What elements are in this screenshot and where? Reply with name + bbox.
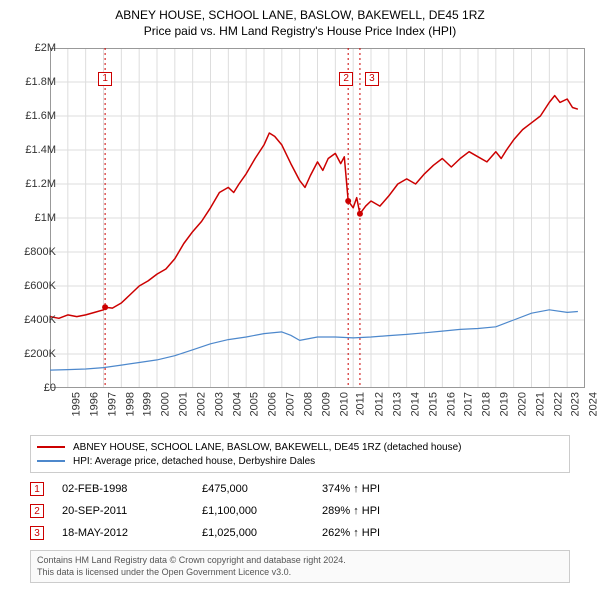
y-tick-label: £2M <box>6 42 56 54</box>
sale-marker-icon: 1 <box>30 482 44 496</box>
x-tick-label: 2000 <box>160 392 172 416</box>
x-tick-label: 2005 <box>249 392 261 416</box>
x-tick-label: 2012 <box>374 392 386 416</box>
x-tick-label: 2006 <box>267 392 279 416</box>
legend-item: ABNEY HOUSE, SCHOOL LANE, BASLOW, BAKEWE… <box>37 440 563 454</box>
chart-title-line2: Price paid vs. HM Land Registry's House … <box>0 22 600 38</box>
footer-line: This data is licensed under the Open Gov… <box>37 567 563 579</box>
sale-price: £1,025,000 <box>202 527 322 539</box>
x-tick-label: 2022 <box>552 392 564 416</box>
x-tick-label: 2015 <box>427 392 439 416</box>
x-tick-label: 2008 <box>302 392 314 416</box>
sale-marker-icon: 2 <box>30 504 44 518</box>
y-tick-label: £800K <box>6 246 56 258</box>
sale-pct: 289% ↑ HPI <box>322 505 442 517</box>
legend-label: HPI: Average price, detached house, Derb… <box>73 456 315 467</box>
x-tick-label: 2003 <box>213 392 225 416</box>
footer-line: Contains HM Land Registry data © Crown c… <box>37 555 563 567</box>
x-tick-label: 2010 <box>338 392 350 416</box>
page-container: ABNEY HOUSE, SCHOOL LANE, BASLOW, BAKEWE… <box>0 0 600 590</box>
x-tick-label: 2023 <box>570 392 582 416</box>
footer-attribution: Contains HM Land Registry data © Crown c… <box>30 550 570 583</box>
sale-date: 02-FEB-1998 <box>62 483 202 495</box>
y-tick-label: £1.4M <box>6 144 56 156</box>
legend-item: HPI: Average price, detached house, Derb… <box>37 454 563 468</box>
y-tick-label: £1.2M <box>6 178 56 190</box>
x-tick-label: 2014 <box>409 392 421 416</box>
sale-date: 18-MAY-2012 <box>62 527 202 539</box>
sale-date: 20-SEP-2011 <box>62 505 202 517</box>
chart-sale-marker: 1 <box>98 72 112 86</box>
y-tick-label: £400K <box>6 314 56 326</box>
legend-swatch <box>37 446 65 449</box>
sale-row: 2 20-SEP-2011 £1,100,000 289% ↑ HPI <box>30 500 442 522</box>
x-tick-label: 2011 <box>355 392 367 416</box>
chart-svg <box>50 48 585 388</box>
y-tick-label: £600K <box>6 280 56 292</box>
x-tick-label: 2018 <box>481 392 493 416</box>
sale-price: £1,100,000 <box>202 505 322 517</box>
x-tick-label: 1997 <box>106 392 118 416</box>
x-tick-label: 2009 <box>320 392 332 416</box>
y-tick-label: £1.8M <box>6 76 56 88</box>
x-tick-label: 2004 <box>231 392 243 416</box>
y-tick-label: £0 <box>6 382 56 394</box>
x-tick-label: 1998 <box>124 392 136 416</box>
x-tick-label: 2019 <box>498 392 510 416</box>
x-tick-label: 2024 <box>588 392 600 416</box>
x-tick-label: 2016 <box>445 392 457 416</box>
x-tick-label: 2001 <box>177 392 189 416</box>
x-tick-label: 2013 <box>391 392 403 416</box>
sale-pct: 374% ↑ HPI <box>322 483 442 495</box>
x-tick-label: 2021 <box>534 392 546 416</box>
sale-row: 1 02-FEB-1998 £475,000 374% ↑ HPI <box>30 478 442 500</box>
chart-title-line1: ABNEY HOUSE, SCHOOL LANE, BASLOW, BAKEWE… <box>0 0 600 22</box>
chart-area <box>50 48 585 388</box>
legend-label: ABNEY HOUSE, SCHOOL LANE, BASLOW, BAKEWE… <box>73 442 462 453</box>
legend-swatch <box>37 460 65 463</box>
chart-sale-marker: 3 <box>365 72 379 86</box>
sales-table: 1 02-FEB-1998 £475,000 374% ↑ HPI 2 20-S… <box>30 478 442 544</box>
y-tick-label: £200K <box>6 348 56 360</box>
sale-price: £475,000 <box>202 483 322 495</box>
sale-pct: 262% ↑ HPI <box>322 527 442 539</box>
chart-sale-marker: 2 <box>339 72 353 86</box>
chart-legend: ABNEY HOUSE, SCHOOL LANE, BASLOW, BAKEWE… <box>30 435 570 473</box>
x-tick-label: 1996 <box>88 392 100 416</box>
x-tick-label: 2020 <box>516 392 528 416</box>
sale-row: 3 18-MAY-2012 £1,025,000 262% ↑ HPI <box>30 522 442 544</box>
sale-marker-icon: 3 <box>30 526 44 540</box>
y-tick-label: £1M <box>6 212 56 224</box>
x-tick-label: 1995 <box>70 392 82 416</box>
x-tick-label: 2017 <box>463 392 475 416</box>
x-tick-label: 2007 <box>284 392 296 416</box>
x-tick-label: 2002 <box>195 392 207 416</box>
x-tick-label: 1999 <box>142 392 154 416</box>
y-tick-label: £1.6M <box>6 110 56 122</box>
